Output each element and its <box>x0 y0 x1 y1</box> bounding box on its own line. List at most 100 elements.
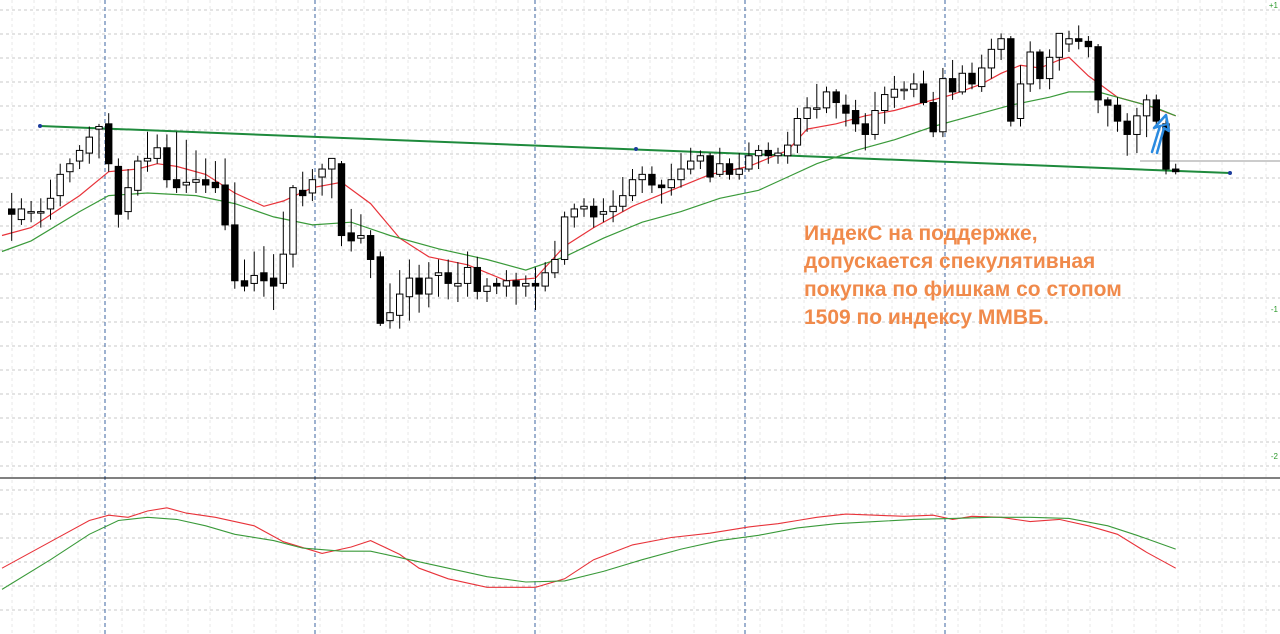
candle <box>434 259 443 297</box>
candle <box>570 203 578 228</box>
candle <box>522 275 530 297</box>
candle-body <box>66 163 74 173</box>
candle <box>269 254 278 311</box>
candle <box>803 97 811 132</box>
candle <box>861 113 869 151</box>
candle-body <box>687 160 695 170</box>
candle-body <box>124 187 132 213</box>
candle <box>948 59 957 100</box>
candle-body <box>667 179 675 189</box>
candle-body <box>366 235 375 260</box>
candle-body <box>580 205 588 210</box>
candle <box>919 70 928 106</box>
candle-body <box>745 155 753 170</box>
candle <box>512 272 520 305</box>
candle-body <box>512 280 520 287</box>
chart-annotation: ИндекС на поддержке, допускается спекуля… <box>804 222 1122 329</box>
candle-body <box>396 293 404 316</box>
support-trendline <box>38 124 1280 175</box>
candle-body <box>46 197 55 210</box>
candle <box>153 134 161 164</box>
candle <box>929 91 937 138</box>
candle <box>1152 94 1160 127</box>
candle <box>318 163 326 196</box>
candle <box>774 147 782 164</box>
candle-body <box>919 83 928 104</box>
candle <box>1007 36 1015 127</box>
candle-body <box>8 208 16 215</box>
candle-body <box>716 163 724 175</box>
candle-body <box>483 285 491 292</box>
candle <box>1133 107 1141 154</box>
candle <box>425 262 433 308</box>
candle-body <box>1026 51 1034 85</box>
candle <box>473 256 482 300</box>
support-anchor-mid <box>634 147 638 151</box>
candle-body <box>299 189 307 197</box>
candle <box>997 33 1005 60</box>
candle <box>648 166 656 193</box>
candle <box>163 134 171 188</box>
candle-body <box>784 144 792 157</box>
candle-body <box>599 211 608 215</box>
candle-body <box>172 179 181 189</box>
candle-body <box>881 94 889 112</box>
candle <box>221 158 229 231</box>
candle <box>415 264 423 313</box>
candle <box>260 246 268 297</box>
candle-body <box>1036 51 1044 80</box>
candle <box>1084 36 1093 58</box>
candle-body <box>376 256 385 324</box>
candle-body <box>900 88 908 92</box>
candle-body <box>202 179 210 186</box>
candle <box>192 150 200 193</box>
candle-body <box>560 216 569 260</box>
candle-body <box>444 272 452 284</box>
candle-body <box>211 181 220 189</box>
candle-body <box>1084 40 1093 48</box>
candle-body <box>192 179 200 183</box>
candle-body <box>948 78 957 93</box>
candle <box>299 171 307 207</box>
candle-body <box>347 232 355 242</box>
candle-body <box>657 184 666 189</box>
candle-body <box>774 152 782 157</box>
candle-body <box>105 123 113 165</box>
candle-body <box>85 136 93 154</box>
candle <box>454 262 462 303</box>
candle <box>405 259 414 321</box>
candle-body <box>153 147 161 159</box>
candle-body <box>1007 38 1015 122</box>
candle-body <box>95 125 103 130</box>
candle <box>182 139 191 193</box>
slow-ma-line <box>1 91 1176 271</box>
candle <box>590 198 598 228</box>
candle <box>114 158 123 228</box>
candle-body <box>27 211 35 214</box>
candle <box>337 161 346 247</box>
support-anchor-end <box>1228 171 1232 175</box>
candle-body <box>754 149 763 157</box>
candle-body <box>1016 83 1025 119</box>
candle-body <box>677 168 685 181</box>
candle <box>211 161 220 193</box>
candle <box>1055 32 1063 71</box>
candle <box>1094 44 1102 114</box>
candle-body <box>939 78 947 133</box>
candle-body <box>1172 168 1180 173</box>
candle-body <box>1152 99 1160 122</box>
candle-body <box>386 312 394 322</box>
candle <box>978 54 986 92</box>
candle <box>745 142 753 172</box>
candle-body <box>803 107 811 120</box>
candle <box>8 192 16 241</box>
candle-body <box>842 104 850 114</box>
candle-body <box>425 277 433 295</box>
candle-body <box>328 157 336 170</box>
candle-body <box>502 280 511 287</box>
candle <box>910 73 918 98</box>
candle <box>900 81 908 100</box>
candle <box>638 166 646 193</box>
candle <box>66 158 74 183</box>
